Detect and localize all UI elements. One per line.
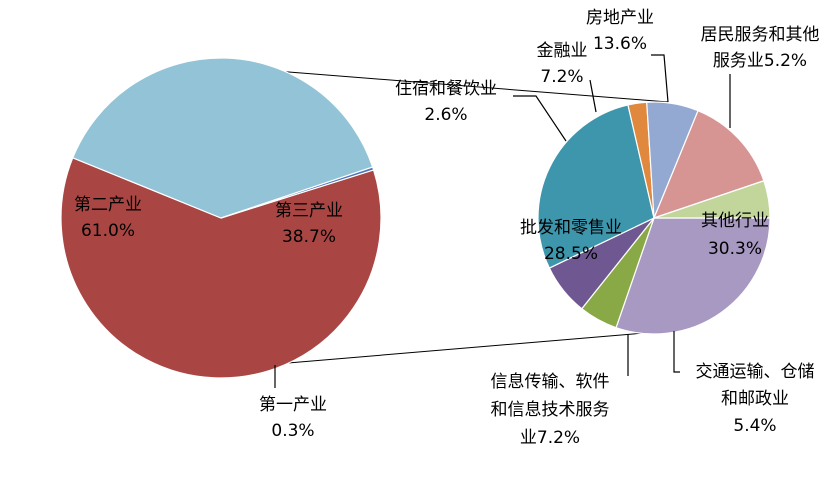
connector-lines bbox=[275, 70, 669, 365]
label-other-industries-name: 其他行业 bbox=[701, 211, 769, 231]
label-transport-line2: 和邮政业 bbox=[721, 389, 789, 409]
label-secondary-industry-value: 61.0% bbox=[81, 221, 135, 241]
leader-line-finance bbox=[589, 79, 597, 113]
label-accommodation-name: 住宿和餐饮业 bbox=[395, 79, 497, 99]
label-primary-industry-name: 第一产业 bbox=[259, 395, 327, 415]
label-accommodation-value: 2.6% bbox=[424, 105, 467, 125]
label-secondary-industry-name: 第二产业 bbox=[74, 195, 142, 215]
leader-lines bbox=[274, 54, 731, 388]
breakdown-pie bbox=[537, 101, 771, 335]
label-other-industries-value: 30.3% bbox=[708, 239, 762, 259]
data-labels: 第二产业 61.0% 第三产业 38.7% 第一产业 0.3% 其他行业 30.… bbox=[74, 8, 820, 448]
label-resident-services-line1: 居民服务和其他 bbox=[701, 25, 820, 45]
pie-slice-tertiary-industry bbox=[71, 57, 374, 219]
label-wholesale-retail-name: 批发和零售业 bbox=[520, 218, 622, 238]
pie-slice-resident-services bbox=[653, 180, 771, 219]
pie-slice-wholesale-retail bbox=[537, 104, 655, 269]
label-transport-value: 5.4% bbox=[733, 416, 776, 436]
main-pie bbox=[60, 57, 382, 379]
label-resident-services-line2: 服务业5.2% bbox=[713, 51, 807, 71]
leader-line-real-estate bbox=[651, 54, 669, 103]
pie-slice-primary-industry bbox=[220, 166, 375, 219]
label-finance-value: 7.2% bbox=[540, 67, 583, 87]
label-transport-line1: 交通运输、仓储 bbox=[696, 362, 815, 382]
label-finance-name: 金融业 bbox=[537, 41, 588, 61]
leader-line-accommodation bbox=[513, 95, 567, 142]
connector-line-top bbox=[275, 70, 669, 103]
label-information-line1: 信息传输、软件 bbox=[491, 372, 610, 392]
label-real-estate-value: 13.6% bbox=[593, 34, 647, 54]
label-information-value: 业7.2% bbox=[520, 428, 580, 448]
leader-line-transport bbox=[673, 331, 680, 373]
label-real-estate-name: 房地产业 bbox=[586, 8, 654, 28]
label-tertiary-industry-value: 38.7% bbox=[282, 227, 336, 247]
pie-slice-real-estate bbox=[652, 109, 765, 219]
label-tertiary-industry-name: 第三产业 bbox=[275, 201, 343, 221]
label-primary-industry-value: 0.3% bbox=[271, 421, 314, 441]
pie-slice-secondary-industry bbox=[60, 157, 382, 379]
connector-line-bottom bbox=[275, 330, 669, 365]
label-information-line2: 和信息技术服务 bbox=[491, 400, 610, 420]
pie-slice-other-industries bbox=[615, 217, 771, 335]
label-wholesale-retail-value: 28.5% bbox=[544, 244, 598, 264]
